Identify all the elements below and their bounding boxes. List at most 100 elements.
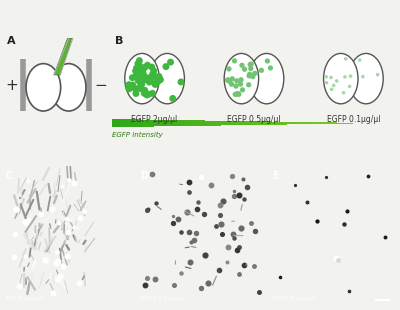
Bar <box>176 120 178 126</box>
Point <box>50 290 56 295</box>
Point <box>42 258 48 263</box>
Point <box>330 83 337 88</box>
Point <box>208 183 214 188</box>
Point <box>167 60 174 64</box>
Point <box>226 79 233 84</box>
Bar <box>303 122 306 124</box>
Bar <box>229 121 231 125</box>
Ellipse shape <box>324 53 358 104</box>
Bar <box>152 120 154 126</box>
Bar <box>316 122 319 124</box>
Point <box>246 82 252 87</box>
Bar <box>234 121 236 125</box>
Bar <box>157 120 160 126</box>
Point <box>360 74 366 79</box>
Point <box>150 72 156 77</box>
Point <box>236 92 242 97</box>
Point <box>250 74 256 79</box>
Point <box>148 74 154 79</box>
Bar <box>319 122 322 124</box>
Point <box>58 184 65 188</box>
Point <box>216 267 223 272</box>
Point <box>126 82 132 87</box>
Bar <box>197 120 200 126</box>
Point <box>328 87 335 92</box>
Point <box>304 200 311 205</box>
Bar <box>274 122 276 125</box>
Bar <box>255 121 258 125</box>
Point <box>140 68 146 73</box>
Point <box>70 225 77 230</box>
Point <box>22 219 28 224</box>
Point <box>382 235 388 240</box>
Bar <box>184 120 186 126</box>
Point <box>230 231 236 236</box>
Bar <box>335 122 337 124</box>
Point <box>142 65 148 70</box>
Point <box>201 211 207 216</box>
Point <box>49 206 55 211</box>
Point <box>232 92 238 97</box>
Point <box>152 81 158 86</box>
Point <box>64 216 70 221</box>
Point <box>80 209 87 214</box>
Bar <box>168 120 170 126</box>
Point <box>138 65 144 70</box>
Bar <box>300 122 303 124</box>
Point <box>24 178 31 183</box>
Point <box>153 75 159 80</box>
Bar <box>189 120 192 126</box>
Point <box>144 276 150 281</box>
Point <box>248 62 254 67</box>
Point <box>240 197 247 202</box>
Point <box>171 282 177 287</box>
Point <box>144 92 150 97</box>
Point <box>163 64 169 69</box>
Bar <box>205 121 208 126</box>
Point <box>191 237 198 242</box>
Point <box>323 175 330 180</box>
Point <box>248 66 254 71</box>
Point <box>346 288 353 293</box>
Point <box>150 69 157 73</box>
Bar <box>218 121 221 126</box>
Point <box>195 199 201 204</box>
Point <box>187 260 194 265</box>
Point <box>224 260 230 265</box>
Point <box>38 212 44 217</box>
Point <box>137 64 144 69</box>
Bar <box>252 121 255 125</box>
Point <box>137 72 143 77</box>
Bar <box>208 121 210 126</box>
Ellipse shape <box>51 64 86 111</box>
Point <box>225 78 231 82</box>
Point <box>184 209 190 214</box>
Bar <box>260 121 263 125</box>
Point <box>323 74 329 79</box>
Bar <box>144 120 146 127</box>
Text: EGFP 0.1μg/μl: EGFP 0.1μg/μl <box>327 115 380 124</box>
Point <box>147 79 154 84</box>
Point <box>237 82 244 86</box>
Bar <box>247 121 250 125</box>
Point <box>128 83 134 88</box>
Bar <box>239 121 242 125</box>
Point <box>213 224 219 228</box>
Bar <box>345 123 348 124</box>
Point <box>226 78 232 83</box>
Point <box>292 182 299 187</box>
Ellipse shape <box>125 53 159 104</box>
Point <box>170 96 176 101</box>
Point <box>204 280 211 285</box>
Point <box>230 194 237 199</box>
Point <box>12 232 18 237</box>
Point <box>140 68 146 73</box>
Point <box>347 74 354 79</box>
Point <box>170 214 176 219</box>
Point <box>133 66 140 71</box>
Point <box>170 220 176 225</box>
Bar <box>236 121 239 125</box>
Point <box>153 200 159 205</box>
Text: +: + <box>5 78 18 93</box>
Point <box>142 88 148 93</box>
